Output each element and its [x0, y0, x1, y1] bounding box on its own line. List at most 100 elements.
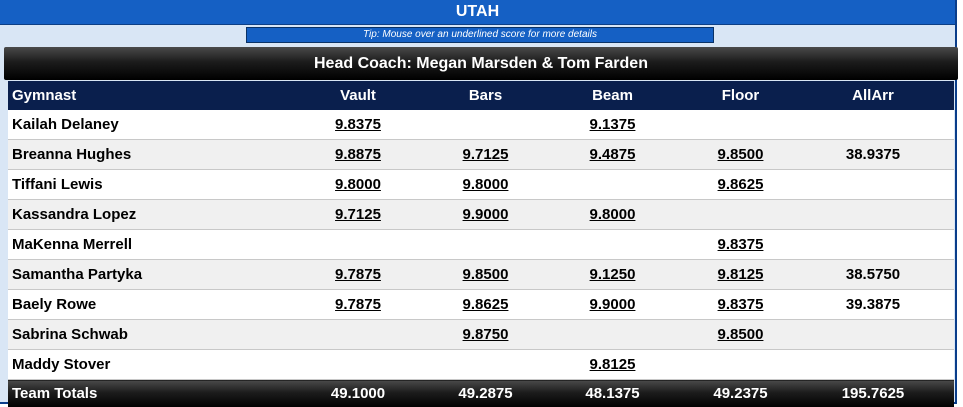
- table-row: Sabrina Schwab 9.8750 9.8500: [8, 320, 954, 350]
- beam-score-link[interactable]: 9.4875: [590, 146, 636, 163]
- bars-score-link[interactable]: 9.8000: [463, 176, 509, 193]
- scores-table: Gymnast Vault Bars Beam Floor AllArr Kai…: [8, 81, 954, 407]
- table-header-row: Gymnast Vault Bars Beam Floor AllArr: [8, 81, 954, 110]
- allarr-score: [792, 230, 954, 260]
- vault-cell: 9.7875: [281, 290, 435, 320]
- floor-cell: [689, 350, 792, 380]
- header-allarr: AllArr: [792, 81, 954, 110]
- header-bars: Bars: [435, 81, 536, 110]
- vault-score-link[interactable]: 9.7875: [335, 266, 381, 283]
- gymnast-name: Breanna Hughes: [8, 140, 281, 170]
- tip-banner: Tip: Mouse over an underlined score for …: [246, 27, 714, 43]
- floor-cell: [689, 110, 792, 140]
- floor-score-link[interactable]: 9.8500: [718, 326, 764, 343]
- table-row: Samantha Partyka 9.7875 9.8500 9.1250 9.8125…: [8, 260, 954, 290]
- beam-score-link[interactable]: 9.9000: [590, 296, 636, 313]
- totals-label: Team Totals: [8, 380, 281, 407]
- floor-score-link[interactable]: 9.8500: [718, 146, 764, 163]
- bars-score-link[interactable]: 9.8625: [463, 296, 509, 313]
- vault-score-link[interactable]: 9.8375: [335, 116, 381, 133]
- bars-cell: [435, 350, 536, 380]
- table-row: Tiffani Lewis 9.8000 9.8000 9.8625: [8, 170, 954, 200]
- vault-score-link[interactable]: 9.7875: [335, 296, 381, 313]
- floor-score-link[interactable]: 9.8375: [718, 236, 764, 253]
- floor-cell: [689, 200, 792, 230]
- floor-score-link[interactable]: 9.8375: [718, 296, 764, 313]
- vault-cell: 9.7125: [281, 200, 435, 230]
- floor-cell: 9.8500: [689, 140, 792, 170]
- allarr-score: 38.5750: [792, 260, 954, 290]
- floor-score-link[interactable]: 9.8125: [718, 266, 764, 283]
- table-row: Baely Rowe 9.7875 9.8625 9.9000 9.8375 39.387…: [8, 290, 954, 320]
- table-row: Maddy Stover 9.8125: [8, 350, 954, 380]
- team-title: UTAH: [0, 0, 955, 25]
- vault-score-link[interactable]: 9.7125: [335, 206, 381, 223]
- header-gymnast: Gymnast: [8, 81, 281, 110]
- table-row: Breanna Hughes 9.8875 9.7125 9.4875 9.8500 38…: [8, 140, 954, 170]
- header-vault: Vault: [281, 81, 435, 110]
- floor-cell: 9.8375: [689, 290, 792, 320]
- gymnast-name: Kassandra Lopez: [8, 200, 281, 230]
- allarr-score: [792, 350, 954, 380]
- gymnast-name: Samantha Partyka: [8, 260, 281, 290]
- allarr-score: [792, 170, 954, 200]
- beam-cell: 9.1250: [536, 260, 689, 290]
- table-row: Kailah Delaney 9.8375 9.1375: [8, 110, 954, 140]
- header-beam: Beam: [536, 81, 689, 110]
- vault-score-link[interactable]: 9.8000: [335, 176, 381, 193]
- gymnast-name: Kailah Delaney: [8, 110, 281, 140]
- bars-cell: 9.8000: [435, 170, 536, 200]
- allarr-score: [792, 110, 954, 140]
- vault-cell: [281, 350, 435, 380]
- allarr-score: 39.3875: [792, 290, 954, 320]
- vault-cell: 9.7875: [281, 260, 435, 290]
- floor-cell: 9.8500: [689, 320, 792, 350]
- beam-cell: 9.9000: [536, 290, 689, 320]
- beam-cell: 9.8125: [536, 350, 689, 380]
- total-beam: 48.1375: [536, 380, 689, 407]
- beam-cell: 9.4875: [536, 140, 689, 170]
- total-allarr: 195.7625: [792, 380, 954, 407]
- table-row: MaKenna Merrell 9.8375: [8, 230, 954, 260]
- head-coach-bar: Head Coach: Megan Marsden & Tom Farden: [4, 47, 958, 80]
- bars-cell: 9.8750: [435, 320, 536, 350]
- vault-cell: 9.8000: [281, 170, 435, 200]
- total-bars: 49.2875: [435, 380, 536, 407]
- gymnast-name: Maddy Stover: [8, 350, 281, 380]
- total-floor: 49.2375: [689, 380, 792, 407]
- vault-score-link[interactable]: 9.8875: [335, 146, 381, 163]
- allarr-score: 38.9375: [792, 140, 954, 170]
- beam-score-link[interactable]: 9.1250: [590, 266, 636, 283]
- bars-cell: 9.8500: [435, 260, 536, 290]
- beam-score-link[interactable]: 9.8125: [590, 356, 636, 373]
- gymnast-name: Tiffani Lewis: [8, 170, 281, 200]
- bars-score-link[interactable]: 9.9000: [463, 206, 509, 223]
- beam-score-link[interactable]: 9.1375: [590, 116, 636, 133]
- total-vault: 49.1000: [281, 380, 435, 407]
- bars-score-link[interactable]: 9.7125: [463, 146, 509, 163]
- gymnast-name: MaKenna Merrell: [8, 230, 281, 260]
- beam-score-link[interactable]: 9.8000: [590, 206, 636, 223]
- gymnast-name: Baely Rowe: [8, 290, 281, 320]
- vault-cell: 9.8375: [281, 110, 435, 140]
- bars-cell: [435, 110, 536, 140]
- header-floor: Floor: [689, 81, 792, 110]
- beam-cell: [536, 320, 689, 350]
- bars-cell: [435, 230, 536, 260]
- floor-cell: 9.8625: [689, 170, 792, 200]
- beam-cell: [536, 170, 689, 200]
- allarr-score: [792, 320, 954, 350]
- vault-cell: [281, 230, 435, 260]
- floor-cell: 9.8375: [689, 230, 792, 260]
- beam-cell: [536, 230, 689, 260]
- gymnast-name: Sabrina Schwab: [8, 320, 281, 350]
- bars-score-link[interactable]: 9.8500: [463, 266, 509, 283]
- gymnast-rows: Kailah Delaney 9.8375 9.1375 Breanna Hughes…: [8, 110, 954, 380]
- team-totals-row: Team Totals 49.1000 49.2875 48.1375 49.2…: [8, 380, 954, 407]
- vault-cell: [281, 320, 435, 350]
- vault-cell: 9.8875: [281, 140, 435, 170]
- bars-score-link[interactable]: 9.8750: [463, 326, 509, 343]
- floor-score-link[interactable]: 9.8625: [718, 176, 764, 193]
- beam-cell: 9.1375: [536, 110, 689, 140]
